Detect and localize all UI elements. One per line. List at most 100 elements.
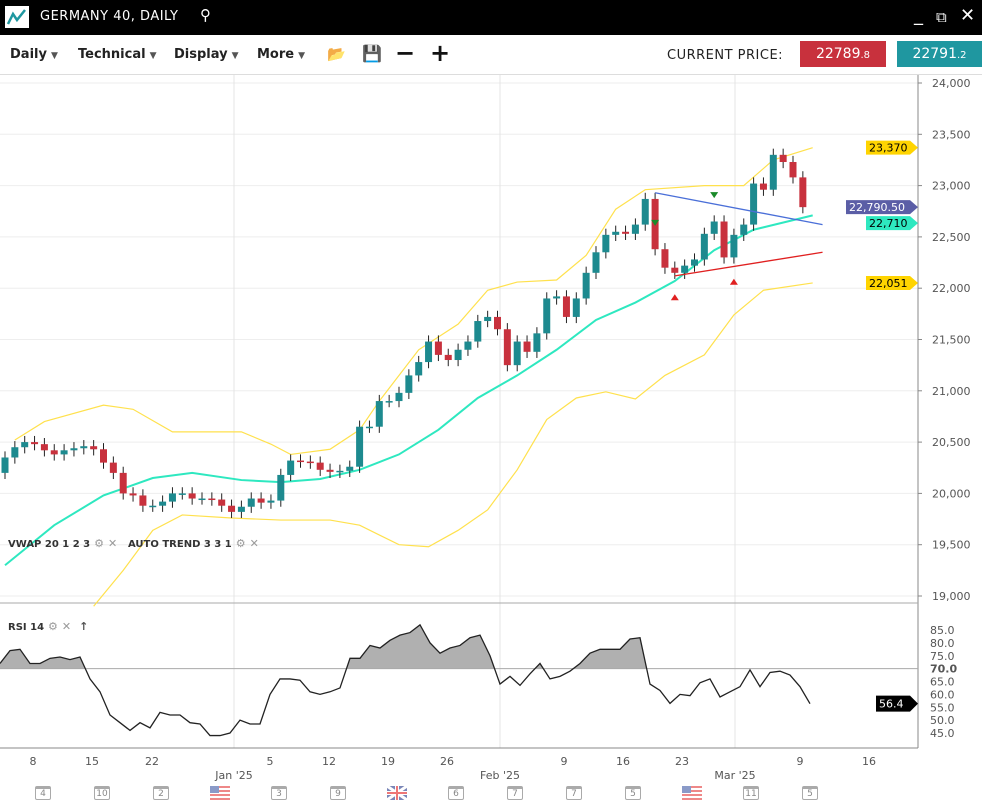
candle (149, 505, 157, 508)
y-tick-label: 23,000 (932, 180, 971, 193)
candle (740, 224, 748, 235)
middle-band (4, 214, 813, 566)
calendar-event-icon[interactable]: 11 (743, 786, 759, 800)
calendar-event-icon[interactable]: 10 (94, 786, 110, 800)
candle (533, 333, 541, 352)
candle (562, 296, 570, 317)
close-icon[interactable]: ✕ (61, 620, 72, 633)
calendar-event-icon[interactable]: 4 (35, 786, 51, 800)
candle (21, 442, 29, 448)
candle (198, 498, 206, 501)
caret-down-icon: ▼ (149, 51, 157, 61)
rsi-tick-label: 65.0 (930, 676, 955, 689)
candle (80, 446, 88, 449)
sell-price: 22789 (815, 46, 861, 62)
current-price-label: CURRENT PRICE: (667, 48, 784, 63)
candle (129, 493, 137, 496)
x-tick-label: 9 (797, 755, 804, 768)
buy-price-button[interactable]: 22791.2 (897, 41, 982, 67)
menu-technical[interactable]: Technical ▼ (78, 47, 157, 62)
zoom-out-icon[interactable]: − (395, 39, 416, 67)
calendar-event-icon[interactable]: 5 (625, 786, 641, 800)
close-icon[interactable]: ✕ (960, 5, 976, 26)
candle (474, 321, 482, 342)
close-icon[interactable]: ✕ (249, 537, 259, 550)
candle (375, 401, 383, 427)
candle (11, 447, 19, 458)
candle (208, 498, 216, 501)
search-icon[interactable]: ⚲ (200, 6, 211, 24)
folder-open-icon[interactable]: 📂 (327, 45, 346, 63)
candle (779, 154, 787, 163)
candle (405, 375, 413, 393)
rsi-current-tag (876, 695, 918, 712)
price-label: 22,710 (869, 217, 908, 230)
y-tick-label: 19,500 (932, 539, 971, 552)
candle (789, 162, 797, 178)
arrow-up-icon[interactable]: ↑ (79, 620, 89, 633)
candle (759, 183, 767, 190)
price-label: 22,051 (869, 277, 908, 290)
up-marker-icon (729, 278, 738, 285)
gear-icon[interactable]: ⚙ (48, 620, 58, 633)
x-tick-label: 12 (322, 755, 336, 768)
price-chart[interactable]: 24,000 23,500 23,000 22,500 22,000 21,500 21,0… (0, 75, 982, 785)
menu-display[interactable]: Display ▼ (174, 47, 239, 62)
popout-icon[interactable]: ⧉ (936, 8, 947, 26)
calendar-event-icon[interactable]: 9 (330, 786, 346, 800)
candle (109, 462, 117, 473)
window-title: GERMANY 40, DAILY (40, 9, 179, 24)
candle (336, 470, 344, 473)
rsi-overbought-fill (0, 624, 810, 669)
candle (326, 469, 334, 472)
us-flag-icon[interactable] (682, 785, 702, 800)
gear-icon[interactable]: ⚙ (235, 537, 246, 550)
candle (661, 249, 669, 268)
candle (277, 474, 285, 501)
auto-trend-legend: AUTO TREND 3 3 1 ⚙ ✕ (128, 537, 259, 550)
candle (228, 505, 236, 512)
candle (306, 461, 314, 464)
candle (237, 506, 245, 512)
sell-price-button[interactable]: 22789.8 (800, 41, 886, 67)
calendar-event-icon[interactable]: 7 (507, 786, 523, 800)
candle (700, 233, 708, 260)
menu-label: Daily (10, 47, 47, 62)
y-tick-label: 22,000 (932, 282, 971, 295)
buy-price: 22791 (912, 46, 957, 62)
gear-icon[interactable]: ⚙ (94, 537, 104, 550)
x-tick-label: 22 (145, 755, 159, 768)
y-tick-label: 22,500 (932, 231, 971, 244)
candle (543, 298, 551, 334)
candle (100, 449, 107, 463)
candle (799, 177, 807, 208)
calendar-event-icon[interactable]: 5 (802, 786, 818, 800)
menu-label: Technical (78, 47, 146, 62)
menu-daily[interactable]: Daily ▼ (10, 47, 58, 62)
candle (159, 501, 167, 506)
price-label-tag (866, 140, 918, 155)
candle (671, 267, 679, 273)
us-flag-icon[interactable] (210, 785, 230, 800)
x-tick-label: 16 (616, 755, 630, 768)
toolbar: Daily ▼ Technical ▼ Display ▼ More ▼ 📂 💾 − +… (0, 35, 982, 75)
close-icon[interactable]: ✕ (107, 537, 118, 550)
minimize-icon[interactable]: _ (914, 5, 923, 26)
calendar-event-icon[interactable]: 7 (566, 786, 582, 800)
candle (444, 354, 452, 361)
candle (40, 444, 48, 451)
calendar-event-icon[interactable]: 6 (448, 786, 464, 800)
uk-flag-icon[interactable] (386, 784, 408, 802)
save-icon[interactable]: 💾 (362, 44, 382, 63)
x-tick-label: 9 (561, 755, 568, 768)
caret-down-icon: ▼ (50, 51, 58, 61)
rsi-tick-label: 55.0 (930, 701, 955, 714)
candle (365, 426, 373, 429)
zoom-in-icon[interactable]: + (430, 39, 451, 67)
candle (31, 442, 39, 445)
menu-more[interactable]: More ▼ (257, 47, 305, 62)
candle (425, 341, 433, 363)
rsi-tick-label: 70.0 (930, 663, 957, 676)
calendar-event-icon[interactable]: 3 (271, 786, 287, 800)
calendar-event-icon[interactable]: 2 (153, 786, 169, 800)
